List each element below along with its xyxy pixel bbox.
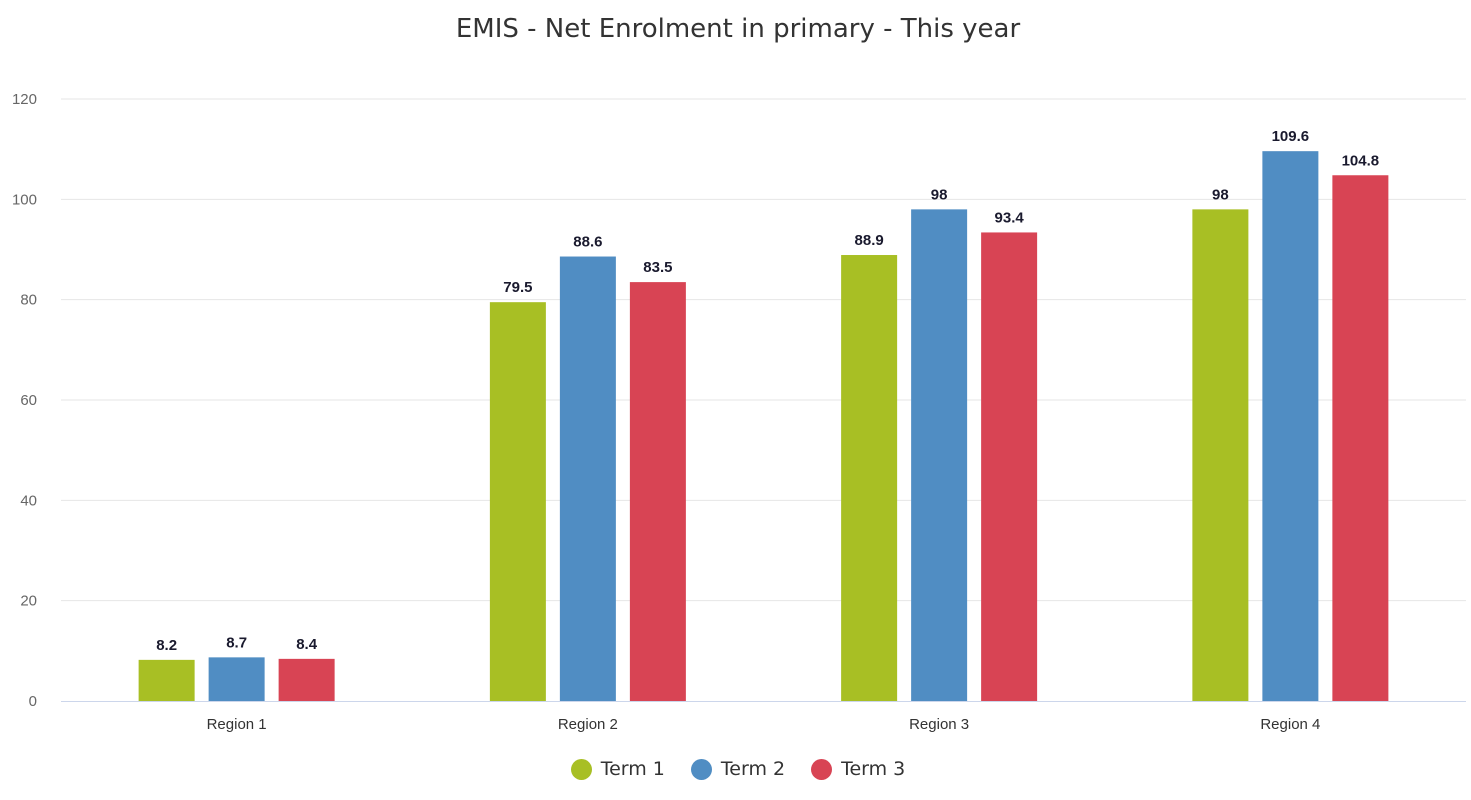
x-category-label: Region 2	[558, 716, 618, 733]
bar-term-1[interactable]	[138, 659, 195, 701]
y-tick-label: 100	[12, 191, 37, 208]
y-tick-label: 40	[20, 492, 37, 509]
bar-term-1[interactable]	[841, 255, 898, 702]
legend-dot-icon	[690, 758, 712, 780]
bar-term-2[interactable]	[208, 657, 265, 701]
legend: Term 1 Term 2 Term 3	[0, 758, 1471, 780]
data-labels: 8.2 8.7 8.4 79.5 88.6 83.5 88.9 98 93.4 98 109.6 10…	[156, 128, 1379, 654]
y-tick-label: 120	[12, 91, 37, 108]
gridlines	[61, 98, 1466, 602]
data-label: 8.7	[226, 634, 247, 651]
bar-term-1[interactable]	[489, 302, 546, 701]
y-tick-label: 0	[29, 693, 37, 710]
bars	[138, 151, 1389, 702]
x-category-label: Region 3	[909, 716, 969, 733]
bar-term-3[interactable]	[629, 282, 686, 701]
legend-item[interactable]: Term 3	[811, 758, 905, 780]
legend-dot-icon	[811, 758, 833, 780]
bar-term-3[interactable]	[981, 232, 1038, 701]
data-label: 93.4	[995, 209, 1025, 226]
y-tick-label: 20	[20, 593, 37, 610]
x-axis-categories: Region 1 Region 2 Region 3 Region 4	[207, 716, 1321, 733]
bar-term-3[interactable]	[1332, 175, 1389, 702]
legend-item[interactable]: Term 2	[690, 758, 786, 780]
x-category-label: Region 4	[1260, 716, 1320, 733]
legend-label: Term 2	[720, 758, 786, 780]
data-label: 104.8	[1342, 152, 1380, 169]
data-label: 88.6	[573, 234, 602, 251]
chart-title: EMIS - Net Enrolment in primary - This y…	[455, 14, 1021, 44]
y-tick-label: 80	[20, 292, 37, 309]
data-label: 8.2	[156, 637, 177, 654]
data-label: 8.4	[296, 636, 318, 653]
bar-term-2[interactable]	[911, 209, 968, 701]
y-axis-ticks: 0 20 40 60 80 100 120	[12, 91, 37, 710]
bar-term-1[interactable]	[1192, 209, 1249, 701]
data-label: 83.5	[643, 259, 672, 276]
legend-label: Term 1	[600, 758, 665, 780]
data-label: 88.9	[855, 232, 884, 249]
bar-term-2[interactable]	[1262, 151, 1319, 701]
legend-label: Term 3	[841, 758, 906, 780]
x-category-label: Region 1	[207, 716, 267, 733]
y-tick-label: 60	[20, 392, 37, 409]
data-label: 109.6	[1272, 128, 1310, 145]
legend-item[interactable]: Term 1	[570, 758, 665, 780]
data-label: 98	[1212, 186, 1229, 203]
legend-dot-icon	[570, 758, 592, 780]
bar-term-3[interactable]	[278, 658, 335, 701]
data-label: 98	[931, 186, 948, 203]
bar-term-2[interactable]	[559, 256, 616, 701]
data-label: 79.5	[503, 279, 532, 296]
